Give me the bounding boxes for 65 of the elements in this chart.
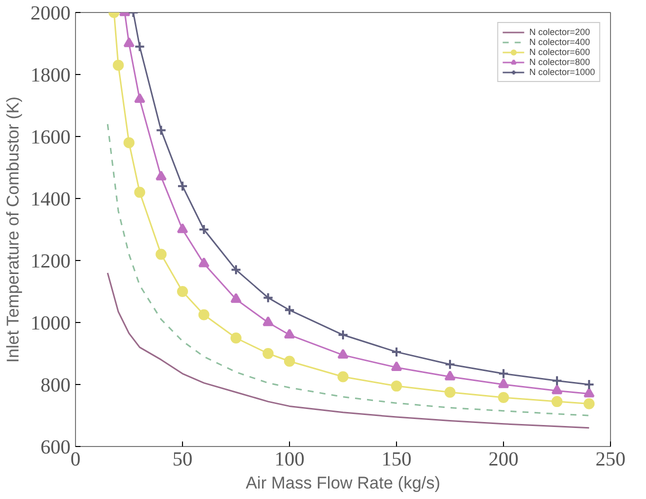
point: [338, 348, 348, 359]
point: [262, 292, 274, 304]
point: [134, 93, 146, 103]
point: [498, 378, 509, 388]
point: [177, 223, 188, 234]
point: [134, 186, 146, 198]
point: [338, 371, 348, 382]
point: [552, 384, 562, 394]
y-tick-label: 2000: [30, 2, 70, 24]
point: [112, 60, 124, 71]
point: [391, 380, 402, 392]
y-tick-label: 600: [40, 436, 70, 458]
point: [444, 370, 456, 380]
point: [444, 386, 456, 398]
line-series: [106, 272, 590, 429]
y-tick-label: 1200: [30, 250, 70, 272]
point: [391, 346, 402, 358]
point: [552, 396, 562, 408]
y-tick-label: 1600: [30, 126, 70, 148]
legend-label: N colector=600: [529, 47, 590, 57]
point: [156, 170, 167, 180]
point: [124, 37, 134, 48]
x-tick-label: 50: [172, 448, 192, 470]
point: [230, 264, 242, 276]
point: [338, 329, 348, 340]
point: [284, 356, 295, 367]
point: [498, 392, 509, 404]
x-tick-label: 0: [70, 448, 80, 470]
x-tick-label: 100: [274, 448, 304, 470]
x-axis-title: Air Mass Flow Rate (kg/s): [246, 474, 440, 492]
point: [584, 379, 595, 390]
point: [156, 248, 167, 260]
line-series: [106, 123, 590, 416]
point: [230, 332, 242, 344]
point: [198, 224, 210, 235]
legend-label: N colector=200: [529, 27, 590, 37]
point: [391, 361, 402, 372]
point: [584, 388, 595, 398]
point: [156, 124, 167, 136]
x-tick-label: 150: [382, 448, 412, 470]
point: [262, 316, 274, 326]
point: [444, 358, 456, 370]
legend-label: N colector=400: [529, 37, 590, 47]
y-tick-label: 1000: [30, 312, 70, 334]
point: [177, 286, 188, 297]
y-tick-label: 800: [40, 374, 70, 396]
legend-label: N colector=800: [529, 57, 590, 67]
point: [198, 309, 210, 320]
point: [177, 180, 188, 192]
point: [284, 328, 295, 338]
y-tick-label: 1400: [30, 188, 70, 210]
point: [262, 348, 274, 359]
point: [198, 257, 210, 268]
x-tick-label: 250: [596, 448, 626, 470]
point: [552, 375, 562, 386]
y-tick-label: 1800: [30, 64, 70, 86]
x-tick-label: 200: [488, 448, 518, 470]
point: [134, 41, 146, 52]
point: [230, 293, 242, 303]
point: [584, 398, 595, 410]
y-axis-title: Inlet Temperature of Combustor (K): [4, 96, 22, 363]
point: [284, 304, 295, 316]
point: [124, 137, 134, 148]
legend-label: N colector=1000: [529, 67, 595, 77]
point: [498, 368, 509, 380]
